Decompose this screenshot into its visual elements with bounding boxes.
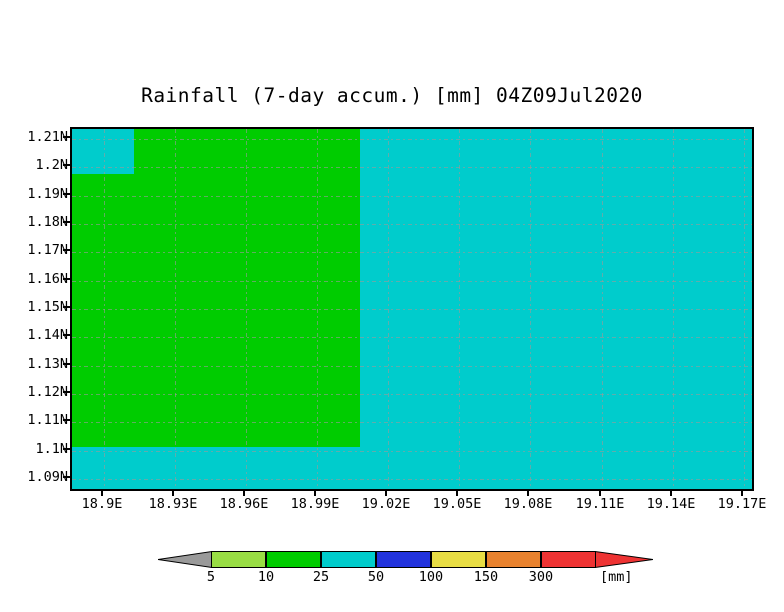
gridline-horizontal bbox=[72, 309, 752, 310]
x-axis-label: 18.9E bbox=[81, 496, 123, 512]
x-axis-tick bbox=[527, 489, 529, 496]
x-axis-label: 19.08E bbox=[503, 496, 553, 512]
colorbar-segment bbox=[541, 551, 596, 568]
y-axis-tick bbox=[63, 193, 70, 195]
colorbar-unit-label: [mm] bbox=[600, 569, 633, 585]
colorbar-under-arrow bbox=[158, 551, 212, 568]
gridline-horizontal bbox=[72, 337, 752, 338]
gridline-vertical bbox=[673, 129, 674, 489]
colorbar-segment bbox=[266, 551, 321, 568]
x-axis-label: 18.96E bbox=[219, 496, 269, 512]
y-axis-tick bbox=[63, 334, 70, 336]
y-axis-label: 1.15N bbox=[27, 299, 68, 315]
x-axis-tick bbox=[456, 489, 458, 496]
y-axis-tick bbox=[63, 278, 70, 280]
x-axis-label: 18.99E bbox=[290, 496, 340, 512]
colorbar-tick-label: 300 bbox=[528, 569, 554, 585]
gridline-vertical bbox=[744, 129, 745, 489]
gridline-vertical bbox=[459, 129, 460, 489]
gridline-horizontal bbox=[72, 479, 752, 480]
x-axis-tick bbox=[243, 489, 245, 496]
y-axis-label: 1.11N bbox=[27, 412, 68, 428]
y-axis-label: 1.19N bbox=[27, 186, 68, 202]
colorbar-segment bbox=[486, 551, 541, 568]
y-axis-tick bbox=[63, 448, 70, 450]
y-axis-tick bbox=[63, 306, 70, 308]
y-axis-tick bbox=[63, 249, 70, 251]
colorbar-tick-label: 5 bbox=[206, 569, 216, 585]
colorbar-tick-label: 25 bbox=[312, 569, 330, 585]
gridline-horizontal bbox=[72, 139, 752, 140]
y-axis-label: 1.18N bbox=[27, 214, 68, 230]
x-axis-tick bbox=[741, 489, 743, 496]
colorbar-segment bbox=[431, 551, 486, 568]
x-axis-label: 19.17E bbox=[717, 496, 767, 512]
y-axis-label: 1.21N bbox=[27, 129, 68, 145]
colorbar-tick-label: 10 bbox=[257, 569, 275, 585]
gridline-vertical bbox=[175, 129, 176, 489]
y-axis-label: 1.1N bbox=[35, 441, 68, 457]
gridline-horizontal bbox=[72, 366, 752, 367]
y-axis-tick bbox=[63, 391, 70, 393]
colorbar-over-arrow bbox=[595, 551, 653, 568]
y-axis-label: 1.2N bbox=[35, 157, 68, 173]
chart-title: Rainfall (7-day accum.) [mm] 04Z09Jul202… bbox=[141, 84, 643, 107]
colorbar-segment bbox=[211, 551, 266, 568]
x-axis-label: 19.11E bbox=[575, 496, 625, 512]
gridline-horizontal bbox=[72, 451, 752, 452]
gridline-horizontal bbox=[72, 252, 752, 253]
gridline-horizontal bbox=[72, 167, 752, 168]
colorbar-tick-label: 50 bbox=[367, 569, 385, 585]
gridline-vertical bbox=[104, 129, 105, 489]
x-axis-label: 19.02E bbox=[361, 496, 411, 512]
y-axis-label: 1.16N bbox=[27, 271, 68, 287]
x-axis-tick bbox=[599, 489, 601, 496]
x-axis-tick bbox=[385, 489, 387, 496]
gridline-horizontal bbox=[72, 422, 752, 423]
x-axis-tick bbox=[670, 489, 672, 496]
gridline-vertical bbox=[317, 129, 318, 489]
colorbar-tick-label: 100 bbox=[418, 569, 444, 585]
x-axis-tick bbox=[314, 489, 316, 496]
y-axis-tick bbox=[63, 419, 70, 421]
colorbar-tick-label: 150 bbox=[473, 569, 499, 585]
y-axis-tick bbox=[63, 136, 70, 138]
x-axis-label: 19.05E bbox=[432, 496, 482, 512]
y-axis-tick bbox=[63, 164, 70, 166]
x-axis-label: 19.14E bbox=[646, 496, 696, 512]
y-axis-label: 1.17N bbox=[27, 242, 68, 258]
y-axis-tick bbox=[63, 221, 70, 223]
plot-area bbox=[70, 127, 754, 491]
gridline-vertical bbox=[388, 129, 389, 489]
y-axis-label: 1.09N bbox=[27, 469, 68, 485]
y-axis-label: 1.14N bbox=[27, 327, 68, 343]
colorbar-segment bbox=[376, 551, 431, 568]
x-axis-tick bbox=[172, 489, 174, 496]
gridline-horizontal bbox=[72, 281, 752, 282]
x-axis-tick bbox=[101, 489, 103, 496]
y-axis-label: 1.12N bbox=[27, 384, 68, 400]
gridline-vertical bbox=[246, 129, 247, 489]
gridline-vertical bbox=[602, 129, 603, 489]
y-axis-tick bbox=[63, 476, 70, 478]
gridline-vertical bbox=[530, 129, 531, 489]
colorbar-segment bbox=[321, 551, 376, 568]
x-axis-label: 18.93E bbox=[148, 496, 198, 512]
y-axis-tick bbox=[63, 363, 70, 365]
background-notch-25-50 bbox=[72, 129, 134, 174]
gridline-horizontal bbox=[72, 394, 752, 395]
gridline-horizontal bbox=[72, 224, 752, 225]
gridline-horizontal bbox=[72, 196, 752, 197]
y-axis-label: 1.13N bbox=[27, 356, 68, 372]
gridlines bbox=[72, 129, 752, 489]
